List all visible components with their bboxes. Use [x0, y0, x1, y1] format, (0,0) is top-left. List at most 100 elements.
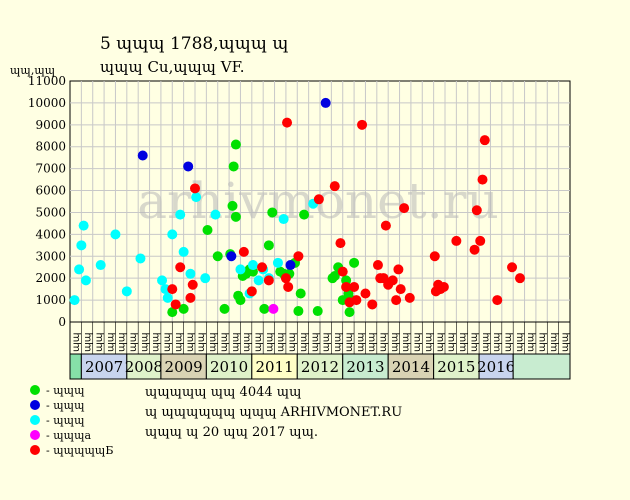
x-tick-label: ɰɰ [196, 333, 207, 352]
data-point [230, 139, 241, 150]
data-point [341, 281, 352, 292]
data-point [320, 97, 331, 108]
legend-label: - ɰɰɰ [46, 399, 85, 412]
x-tick-label: ɰɰ [310, 333, 321, 352]
x-tick-label: ɰɰ [458, 333, 469, 352]
x-tick-label: ɰɰ [83, 333, 94, 352]
x-tick-label: ɰɰ [537, 333, 548, 352]
x-tick-label: ɰɰ [480, 333, 491, 352]
x-tick-label: ɰɰ [230, 333, 241, 352]
y-tick-label: 6000 [35, 184, 66, 198]
y-tick-label: 4000 [35, 227, 66, 241]
legend-swatch [30, 385, 40, 395]
x-tick-label: ɰɰ [162, 333, 173, 352]
x-tick-label: ɰɰ [412, 333, 423, 352]
year-band-cell [69, 353, 82, 380]
data-point [293, 306, 304, 317]
x-tick-label: ɰɰ [219, 333, 230, 352]
data-point [80, 275, 91, 286]
y-tick-label: 1000 [35, 293, 66, 307]
data-point [268, 303, 279, 314]
year-band-cell [433, 353, 480, 380]
data-point [219, 303, 230, 314]
data-point [351, 295, 362, 306]
x-tick-label: ɰɰ [253, 333, 264, 352]
data-point [190, 183, 200, 194]
year-band-cell [342, 353, 389, 380]
legend-label: - ɰɰɰa [46, 429, 92, 442]
x-tick-label: ɰɰ [503, 333, 514, 352]
notes: ɰɰɰɰɰ ɰɰ 4044 ɰɰ ɰ ɰɰɰɰɰɰ ɰɰɰ ARHIVMONET… [145, 383, 402, 443]
data-point [167, 307, 178, 318]
x-tick-label: ɰɰ [378, 333, 389, 352]
legend: - ɰɰɰ - ɰɰɰ - ɰɰɰ - ɰɰɰa - ɰɰɰɰɰБ [30, 383, 113, 458]
year-label: 2016 [477, 358, 515, 376]
data-point [263, 240, 274, 251]
data-point [76, 240, 87, 251]
data-point [282, 117, 293, 128]
year-band-cell [160, 353, 207, 380]
data-point [135, 253, 146, 264]
x-tick-label: ɰɰ [469, 333, 480, 352]
data-point [429, 251, 440, 262]
y-axis-ticks: 0 1000 2000 3000 4000 5000 6000 7000 8000 9000 100… [28, 74, 66, 329]
data-point [202, 224, 213, 235]
y-tick-label: 7000 [35, 162, 66, 176]
data-point [78, 220, 89, 231]
data-point [278, 214, 289, 225]
data-point [471, 205, 482, 216]
data-point [226, 251, 237, 262]
legend-label: - ɰɰɰɰɰБ [46, 444, 114, 457]
data-point [479, 135, 490, 146]
data-point [183, 161, 194, 172]
legend-swatch [30, 445, 40, 455]
year-label: 2014 [392, 358, 430, 376]
data-point [235, 264, 246, 275]
data-point [515, 273, 525, 284]
data-point [391, 295, 402, 306]
data-point [137, 150, 148, 161]
x-tick-label: ɰɰ [423, 333, 434, 352]
data-point [475, 235, 486, 246]
data-point [267, 207, 278, 218]
data-point [357, 119, 368, 130]
year-band-cell [80, 353, 128, 380]
data-point [380, 220, 391, 231]
data-point [235, 295, 246, 306]
data-point [312, 306, 323, 317]
data-point [228, 161, 239, 172]
x-tick-label: ɰɰ [128, 333, 139, 352]
x-tick-label: ɰɰ [185, 333, 196, 352]
data-point [167, 284, 178, 295]
legend-item: - ɰɰɰɰɰБ [30, 443, 113, 458]
data-point [344, 307, 355, 318]
data-point [272, 257, 283, 268]
data-point [187, 279, 198, 290]
data-point [247, 260, 258, 271]
data-point [175, 209, 186, 220]
x-tick-label: ɰɰ [276, 333, 287, 352]
data-point [477, 174, 488, 185]
data-point [329, 270, 340, 281]
data-point [200, 273, 211, 284]
chart-title-line2: ɰɰɰ Cu,ɰɰɰ VF. [100, 58, 245, 76]
data-point [329, 181, 340, 192]
x-tick-label: ɰɰ [298, 333, 309, 352]
data-point [246, 286, 257, 297]
data-point [507, 262, 518, 273]
y-tick-label: 9000 [35, 118, 66, 132]
x-tick-label: ɰɰ [333, 333, 344, 352]
data-point [469, 244, 480, 255]
data-point [299, 209, 310, 220]
x-tick-label: ɰɰ [71, 333, 82, 352]
y-tick-label: 11000 [28, 74, 66, 88]
x-tick-label: ɰɰ [514, 333, 525, 352]
year-label: 2011 [255, 358, 293, 376]
data-point [175, 262, 186, 273]
legend-swatch [30, 415, 40, 425]
x-tick-label: ɰɰ [105, 333, 116, 352]
data-point [167, 229, 178, 240]
data-point [399, 203, 410, 214]
x-tick-label: ɰɰ [446, 333, 457, 352]
